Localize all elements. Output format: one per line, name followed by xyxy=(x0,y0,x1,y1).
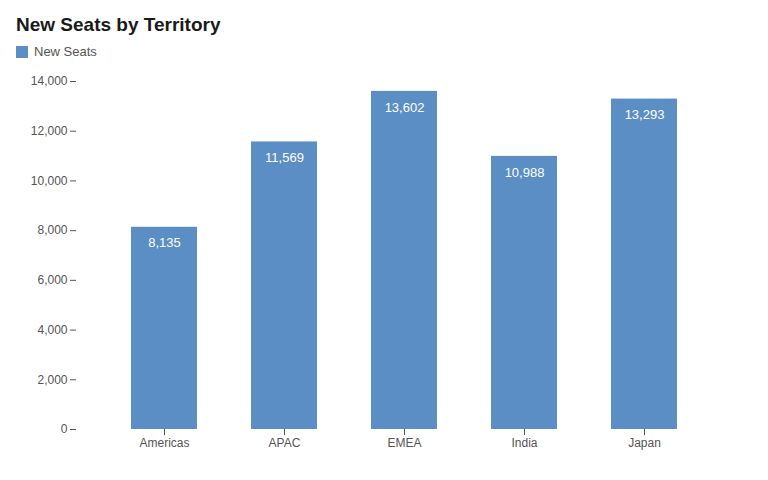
svg-text:0: 0 xyxy=(61,422,68,436)
svg-text:11,569: 11,569 xyxy=(265,150,304,165)
svg-text:13,602: 13,602 xyxy=(385,100,425,115)
svg-text:12,000: 12,000 xyxy=(31,124,68,138)
svg-text:4,000: 4,000 xyxy=(37,323,67,337)
svg-text:2,000: 2,000 xyxy=(37,373,67,387)
svg-text:Americas: Americas xyxy=(139,436,189,450)
html-text:New Seats: New Seats xyxy=(34,44,97,59)
svg-text:6,000: 6,000 xyxy=(37,273,67,287)
svg-text:10,988: 10,988 xyxy=(505,165,545,180)
svg-text:EMEA: EMEA xyxy=(387,436,421,450)
svg-text:13,293: 13,293 xyxy=(625,107,665,122)
svg-text:14,000: 14,000 xyxy=(31,74,68,88)
svg-text:Japan: Japan xyxy=(628,436,661,450)
svg-text:8,000: 8,000 xyxy=(37,223,67,237)
svg-text:India: India xyxy=(511,436,537,450)
html-text:New Seats by Territory: New Seats by Territory xyxy=(16,14,221,35)
svg-text:APAC: APAC xyxy=(269,436,301,450)
svg-text:10,000: 10,000 xyxy=(31,174,68,188)
svg-text:8,135: 8,135 xyxy=(148,235,181,250)
